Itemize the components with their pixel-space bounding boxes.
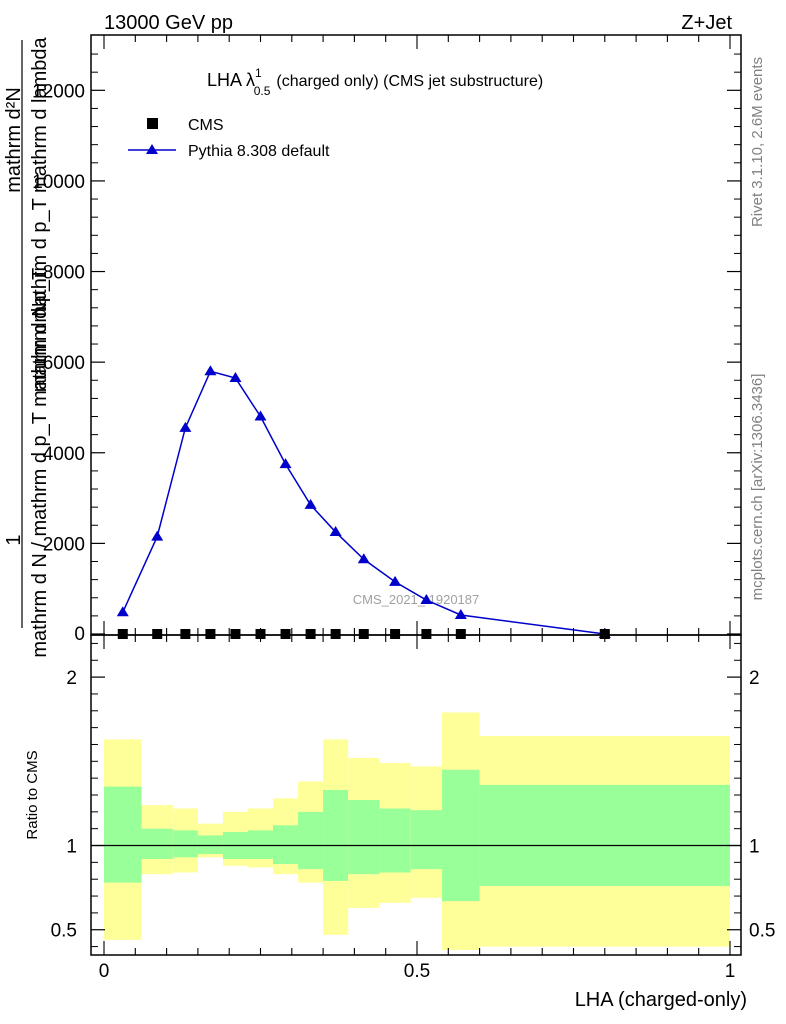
- pythia-point: [420, 594, 433, 605]
- pythia-point: [357, 553, 370, 564]
- ratio-ytick-label-left: 2: [66, 668, 77, 689]
- pythia-point: [454, 608, 467, 619]
- ratio-ytick-label-right: 2: [749, 668, 760, 689]
- ratio-inner-band: [247, 830, 274, 859]
- legend-cms-label: CMS: [188, 117, 224, 134]
- cms-point: [230, 629, 241, 639]
- title-rest: (charged only) (CMS jet substructure): [276, 73, 543, 90]
- main-ytick-label: 12000: [32, 81, 85, 102]
- main-y-axis-label: 1 mathrm d²N mathrm d p_T mathrm d lambd…: [3, 36, 51, 657]
- main-x-ticks: [103, 35, 731, 635]
- pythia-point: [151, 530, 164, 541]
- analysis-watermark: CMS_2021_I1920187: [353, 592, 480, 607]
- ratio-inner-band: [197, 835, 223, 854]
- y-label-line-1: mathrm d²N: [3, 87, 25, 193]
- ratio-xtick-label: 1: [725, 961, 736, 982]
- pythia-point: [204, 365, 217, 376]
- ratio-uncertainty-bands: [104, 712, 730, 950]
- ratio-ytick-label-right: 1: [749, 837, 760, 858]
- cms-point: [330, 629, 341, 639]
- cms-point: [390, 629, 401, 639]
- cms-point: [599, 629, 610, 639]
- ratio-inner-band: [298, 811, 324, 870]
- main-y-ticks: 0 2000 4000 6000 8000 10000 12000: [32, 53, 741, 645]
- ratio-inner-band: [348, 800, 380, 875]
- main-ytick-label: 8000: [43, 263, 85, 284]
- rivet-version-label: Rivet 3.1.10, 2.6M events: [749, 57, 766, 227]
- main-plot-panel: 0 2000 4000 6000 8000 10000 12000 CMS_2021_I19…: [32, 34, 742, 645]
- pythia-point: [329, 526, 342, 537]
- ratio-inner-band: [273, 825, 299, 865]
- title-superscript: 1: [255, 66, 262, 80]
- ratio-inner-band: [410, 810, 443, 870]
- pythia-point: [179, 421, 192, 432]
- ratio-x-ticks: 0 0.5 1: [99, 635, 736, 982]
- ratio-inner-band: [479, 784, 730, 886]
- ratio-inner-band: [323, 789, 349, 881]
- main-ytick-label: 6000: [43, 353, 85, 374]
- ratio-inner-band: [141, 828, 173, 859]
- legend: CMS Pythia 8.308 default: [128, 117, 330, 160]
- pythia-point: [279, 458, 292, 469]
- ratio-xtick-label: 0: [99, 961, 110, 982]
- x-axis-label: LHA (charged-only): [575, 989, 747, 1011]
- ratio-y-ticks: 0.5 0.5 1 1 2 2: [51, 642, 775, 948]
- header-right: Z+Jet: [681, 12, 732, 34]
- main-ytick-label: 2000: [43, 534, 85, 555]
- pythia-point: [116, 606, 129, 617]
- pythia-series-line: [122, 370, 605, 635]
- pythia-point: [229, 372, 242, 383]
- mcplots-label: mcplots.cern.ch [arXiv:1306.3436]: [749, 374, 766, 601]
- y-label-numerator-one: 1: [3, 534, 25, 545]
- plot-title: LHA λ1 0.5 (charged only) (CMS jet substru…: [207, 66, 543, 98]
- cms-point: [358, 629, 369, 639]
- main-plot-frame: [90, 34, 742, 636]
- pythia-point: [389, 575, 402, 586]
- cms-point: [180, 629, 191, 639]
- cms-point: [205, 629, 216, 639]
- ratio-ytick-label-right: 0.5: [749, 921, 775, 942]
- cms-point: [421, 629, 432, 639]
- main-series-layer: [116, 365, 611, 639]
- pythia-point: [254, 410, 267, 421]
- y-label-line-2: mathrm d p_T mathrm d lambda: [29, 36, 51, 322]
- title-subscript: 0.5: [254, 84, 271, 98]
- ratio-ytick-label-left: 1: [66, 837, 77, 858]
- ratio-ytick-label-left: 0.5: [51, 921, 77, 942]
- legend-cms-marker: [147, 118, 158, 129]
- main-ytick-label: 4000: [43, 444, 85, 465]
- pythia-point: [304, 498, 317, 509]
- cms-point: [455, 629, 466, 639]
- ratio-inner-band: [172, 830, 198, 858]
- y-label-line-4: mathrm d N / mathrm d p_T mathrm d N: [29, 302, 51, 657]
- y-label-line-3: mathrm d p_T: [29, 268, 51, 392]
- legend-pythia-label: Pythia 8.308 default: [188, 143, 330, 160]
- ratio-y-axis-label: Ratio to CMS: [24, 750, 41, 839]
- ratio-inner-band: [442, 769, 480, 902]
- ratio-xtick-label: 0.5: [404, 961, 430, 982]
- ratio-plot-panel: 0 0.5 1 0.5 0.51 12 2 Ratio to CMS LHA (charg…: [24, 634, 775, 1011]
- cms-point: [152, 629, 163, 639]
- cms-point: [255, 629, 266, 639]
- title-main: LHA λ: [207, 70, 255, 90]
- header-left: 13000 GeV pp: [104, 12, 233, 34]
- ratio-inner-band: [104, 786, 142, 883]
- ratio-inner-band: [379, 808, 411, 873]
- cms-point: [280, 629, 291, 639]
- cms-point: [117, 629, 128, 639]
- legend-pythia-marker: [146, 144, 158, 154]
- main-ytick-label: 0: [74, 624, 85, 645]
- cms-point: [305, 629, 316, 639]
- main-ytick-label: 10000: [32, 172, 85, 193]
